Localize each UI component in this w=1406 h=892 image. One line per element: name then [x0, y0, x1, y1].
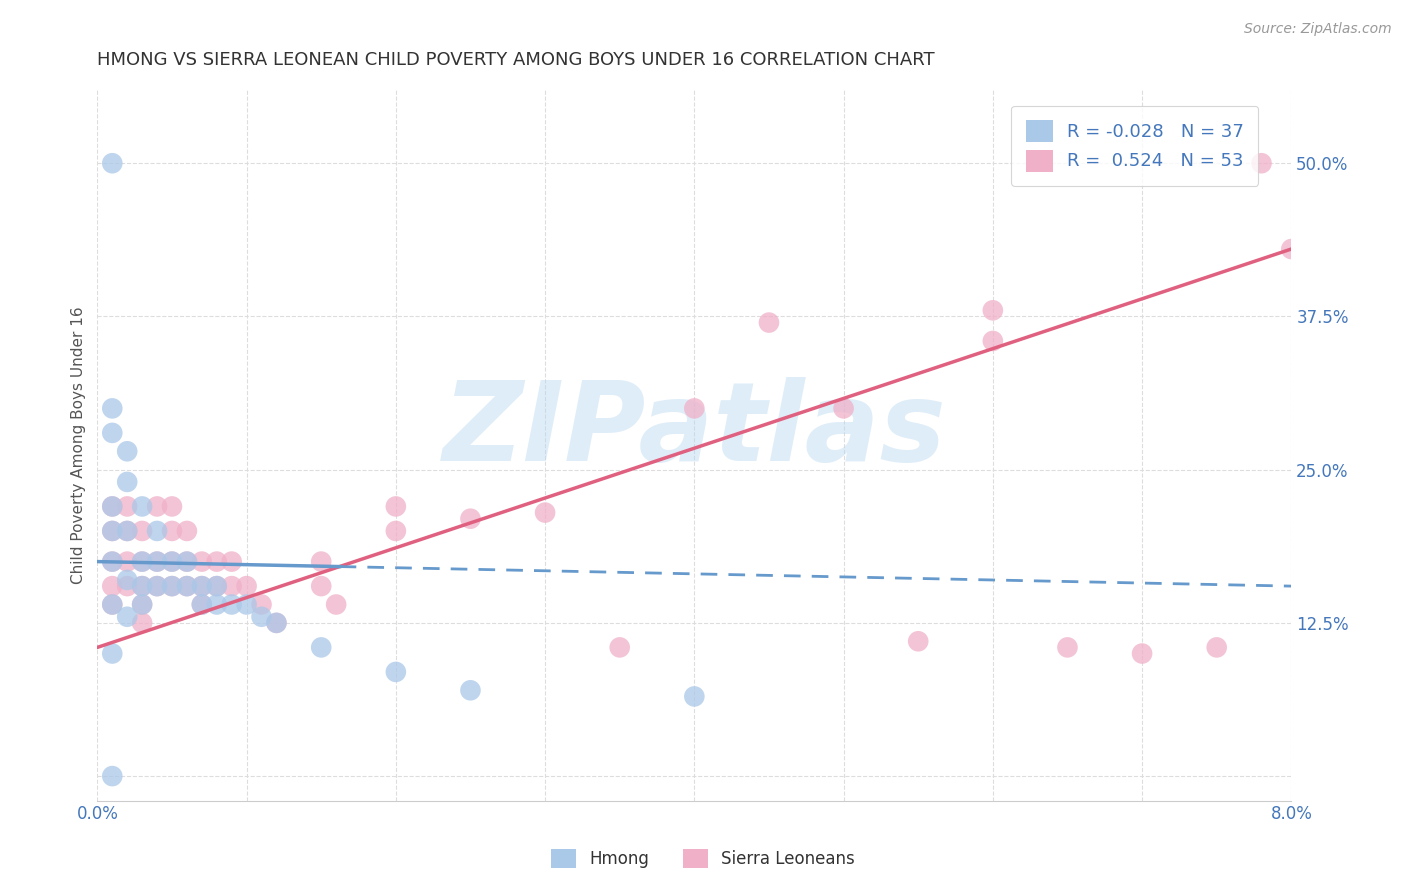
Point	[131, 598, 153, 612]
Point	[176, 555, 198, 569]
Point	[176, 579, 198, 593]
Point	[115, 475, 138, 489]
Point	[146, 500, 169, 514]
Point	[146, 555, 169, 569]
Point	[176, 524, 198, 538]
Point	[205, 579, 228, 593]
Legend: Hmong, Sierra Leoneans: Hmong, Sierra Leoneans	[544, 842, 862, 875]
Point	[235, 579, 257, 593]
Point	[146, 579, 169, 593]
Point	[160, 555, 183, 569]
Point	[115, 444, 138, 458]
Point	[146, 524, 169, 538]
Point	[385, 500, 408, 514]
Point	[160, 579, 183, 593]
Point	[683, 401, 706, 416]
Point	[131, 524, 153, 538]
Point	[131, 579, 153, 593]
Point	[191, 579, 214, 593]
Point	[309, 640, 332, 655]
Point	[115, 609, 138, 624]
Point	[101, 524, 124, 538]
Point	[683, 690, 706, 704]
Point	[758, 316, 780, 330]
Point	[176, 555, 198, 569]
Point	[176, 579, 198, 593]
Point	[205, 555, 228, 569]
Point	[131, 598, 153, 612]
Point	[191, 555, 214, 569]
Point	[1250, 156, 1272, 170]
Point	[101, 598, 124, 612]
Point	[101, 425, 124, 440]
Point	[609, 640, 631, 655]
Point	[131, 579, 153, 593]
Legend: R = -0.028   N = 37, R =  0.524   N = 53: R = -0.028 N = 37, R = 0.524 N = 53	[1011, 106, 1258, 186]
Point	[101, 500, 124, 514]
Point	[460, 683, 482, 698]
Point	[101, 524, 124, 538]
Point	[309, 555, 332, 569]
Point	[115, 573, 138, 587]
Point	[221, 598, 243, 612]
Point	[115, 555, 138, 569]
Point	[907, 634, 929, 648]
Point	[131, 500, 153, 514]
Point	[115, 500, 138, 514]
Point	[101, 579, 124, 593]
Point	[460, 511, 482, 525]
Point	[191, 598, 214, 612]
Point	[160, 524, 183, 538]
Point	[160, 579, 183, 593]
Point	[101, 500, 124, 514]
Point	[250, 598, 273, 612]
Point	[1130, 647, 1153, 661]
Point	[101, 598, 124, 612]
Point	[101, 555, 124, 569]
Point	[146, 555, 169, 569]
Point	[101, 769, 124, 783]
Point	[221, 555, 243, 569]
Point	[115, 579, 138, 593]
Point	[146, 579, 169, 593]
Point	[101, 555, 124, 569]
Point	[235, 598, 257, 612]
Point	[160, 555, 183, 569]
Point	[160, 500, 183, 514]
Point	[1279, 242, 1302, 256]
Point	[385, 665, 408, 679]
Point	[1056, 640, 1078, 655]
Point	[115, 524, 138, 538]
Point	[1205, 640, 1227, 655]
Point	[205, 579, 228, 593]
Point	[981, 303, 1004, 318]
Text: HMONG VS SIERRA LEONEAN CHILD POVERTY AMONG BOYS UNDER 16 CORRELATION CHART: HMONG VS SIERRA LEONEAN CHILD POVERTY AM…	[97, 51, 935, 69]
Point	[266, 615, 288, 630]
Point	[325, 598, 347, 612]
Point	[131, 555, 153, 569]
Point	[191, 579, 214, 593]
Point	[385, 524, 408, 538]
Point	[250, 609, 273, 624]
Point	[131, 615, 153, 630]
Point	[832, 401, 855, 416]
Point	[101, 647, 124, 661]
Point	[534, 506, 557, 520]
Text: ZIPatlas: ZIPatlas	[443, 377, 946, 484]
Point	[205, 598, 228, 612]
Point	[101, 401, 124, 416]
Text: Source: ZipAtlas.com: Source: ZipAtlas.com	[1244, 22, 1392, 37]
Point	[981, 334, 1004, 348]
Y-axis label: Child Poverty Among Boys Under 16: Child Poverty Among Boys Under 16	[72, 306, 86, 584]
Point	[101, 156, 124, 170]
Point	[221, 579, 243, 593]
Point	[191, 598, 214, 612]
Point	[131, 555, 153, 569]
Point	[115, 524, 138, 538]
Point	[266, 615, 288, 630]
Point	[309, 579, 332, 593]
